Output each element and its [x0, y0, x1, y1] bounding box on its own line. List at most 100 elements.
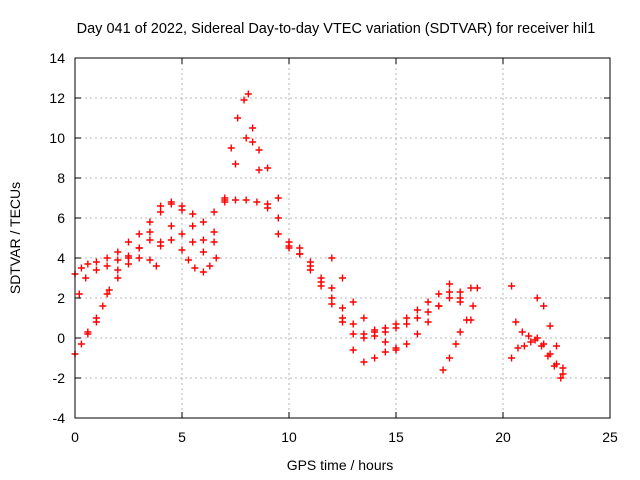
- data-point: [103, 262, 111, 270]
- data-point: [424, 298, 432, 306]
- y-tick-label: 2: [57, 290, 65, 306]
- data-point: [525, 332, 533, 340]
- tick-labels: 0 5 10 15 20 25 -4 -2 0 2 4 6 8 10 12 14: [49, 50, 618, 445]
- plot-frame: [74, 57, 611, 419]
- data-point: [533, 294, 541, 302]
- data-point: [557, 374, 565, 382]
- data-point: [249, 124, 257, 132]
- grid-lines: [75, 58, 610, 418]
- data-point: [167, 200, 175, 208]
- data-point: [381, 338, 389, 346]
- data-point: [255, 166, 263, 174]
- data-point: [199, 218, 207, 226]
- data-point: [520, 342, 528, 350]
- data-point: [135, 230, 143, 238]
- data-point: [424, 318, 432, 326]
- data-point: [199, 248, 207, 256]
- data-point: [92, 258, 100, 266]
- data-point: [518, 328, 526, 336]
- data-point: [178, 206, 186, 214]
- data-point: [152, 262, 160, 270]
- data-point: [232, 196, 239, 204]
- data-point: [317, 282, 325, 290]
- data-point: [296, 250, 304, 258]
- data-point: [77, 340, 85, 348]
- data-point: [77, 264, 85, 272]
- data-point: [157, 208, 165, 216]
- data-point: [210, 208, 218, 216]
- data-point: [446, 280, 453, 288]
- data-point: [473, 284, 481, 292]
- data-point: [146, 256, 154, 264]
- data-point: [360, 330, 368, 338]
- data-point: [167, 236, 175, 244]
- x-tick-label: 5: [178, 429, 186, 445]
- y-tick-label: -2: [53, 370, 66, 386]
- data-point: [75, 290, 83, 298]
- data-point: [514, 344, 522, 352]
- data-point: [446, 288, 453, 296]
- data-point: [92, 266, 100, 274]
- data-point: [413, 330, 421, 338]
- data-point: [103, 290, 111, 298]
- data-point: [191, 264, 199, 272]
- y-tick-label: 12: [49, 90, 65, 106]
- data-point: [242, 196, 250, 204]
- data-point: [392, 346, 400, 354]
- data-point: [456, 294, 464, 302]
- data-point: [84, 260, 92, 268]
- series-track-g: [508, 334, 567, 378]
- data-point: [274, 194, 282, 202]
- data-point: [210, 228, 218, 236]
- data-point: [435, 290, 443, 298]
- data-point: [339, 304, 346, 312]
- data-point: [349, 330, 357, 338]
- data-point: [508, 282, 516, 290]
- y-tick-label: -4: [53, 410, 66, 426]
- data-point: [240, 96, 248, 104]
- data-point: [178, 246, 186, 254]
- data-point: [360, 314, 368, 322]
- series-track-b: [75, 134, 464, 338]
- data-point: [544, 352, 552, 360]
- data-point: [285, 244, 293, 252]
- data-point: [227, 144, 235, 152]
- data-point: [559, 364, 567, 372]
- data-point: [189, 210, 197, 218]
- data-point: [306, 262, 314, 270]
- data-point: [403, 340, 411, 348]
- data-point: [114, 266, 122, 274]
- data-point: [512, 318, 520, 326]
- data-point: [424, 308, 432, 316]
- data-point: [439, 366, 447, 374]
- data-point: [413, 306, 421, 314]
- x-tick-label: 15: [388, 429, 404, 445]
- x-tick-label: 0: [71, 429, 79, 445]
- data-point: [255, 146, 263, 154]
- data-point: [371, 326, 379, 334]
- data-point: [446, 354, 453, 362]
- data-point: [538, 342, 546, 350]
- data-point: [328, 294, 336, 302]
- data-point: [253, 198, 261, 206]
- data-point: [244, 90, 252, 98]
- data-point: [105, 286, 113, 294]
- data-point: [242, 134, 250, 142]
- series-track-e: [328, 254, 475, 354]
- data-point: [199, 236, 207, 244]
- data-point: [456, 288, 464, 296]
- data-point: [264, 164, 272, 172]
- data-point: [135, 254, 143, 262]
- data-point: [371, 354, 379, 362]
- data-point: [328, 254, 336, 262]
- data-point: [360, 358, 368, 366]
- data-point: [125, 260, 132, 268]
- data-point: [527, 338, 535, 346]
- data-point: [559, 370, 567, 378]
- data-point: [446, 294, 453, 302]
- data-point: [135, 244, 143, 252]
- data-point: [157, 202, 165, 210]
- data-point: [125, 254, 132, 262]
- data-point: [403, 314, 411, 322]
- data-point: [189, 238, 197, 246]
